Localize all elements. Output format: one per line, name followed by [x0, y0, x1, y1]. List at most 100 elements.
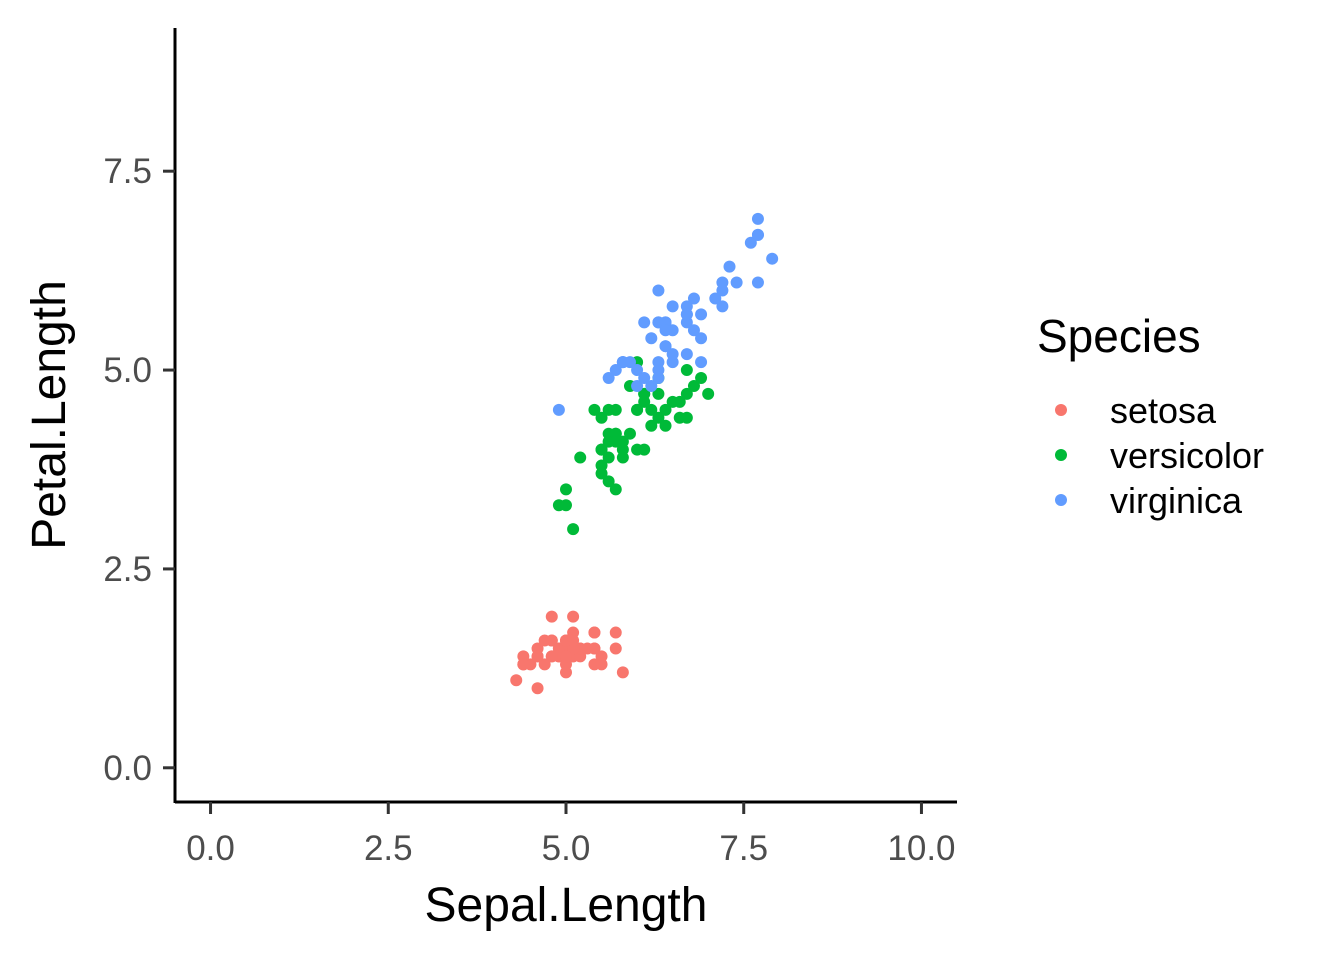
- point-virginica: [609, 364, 622, 377]
- point-setosa: [510, 674, 523, 687]
- legend-key-virginica: [1055, 494, 1067, 506]
- point-virginica: [602, 372, 615, 385]
- point-virginica: [638, 372, 651, 385]
- point-virginica: [695, 356, 708, 369]
- legend-key-versicolor: [1055, 449, 1067, 461]
- point-virginica: [751, 228, 764, 241]
- point-virginica: [680, 348, 693, 361]
- point-setosa: [538, 658, 551, 671]
- point-setosa: [567, 610, 580, 623]
- point-virginica: [631, 364, 644, 377]
- y-axis-title: Petal.Length: [23, 280, 76, 550]
- point-setosa: [517, 658, 530, 671]
- point-versicolor: [645, 403, 658, 416]
- point-versicolor: [638, 395, 651, 408]
- point-versicolor: [609, 483, 622, 496]
- legend-label-virginica: virginica: [1110, 480, 1243, 521]
- point-virginica: [631, 379, 644, 392]
- x-tick-label: 5.0: [542, 829, 591, 868]
- point-setosa: [567, 634, 580, 647]
- point-setosa: [531, 682, 544, 695]
- point-versicolor: [609, 435, 622, 448]
- y-tick-label: 2.5: [103, 550, 152, 589]
- point-virginica: [645, 332, 658, 345]
- point-virginica: [680, 308, 693, 321]
- point-virginica: [730, 276, 743, 289]
- point-versicolor: [588, 403, 601, 416]
- legend-key-setosa: [1055, 404, 1067, 416]
- point-virginica: [645, 379, 658, 392]
- point-versicolor: [638, 443, 651, 456]
- point-virginica: [652, 284, 665, 297]
- point-versicolor: [560, 499, 572, 512]
- point-versicolor: [602, 403, 615, 416]
- y-tick-label: 0.0: [103, 749, 152, 788]
- point-virginica: [666, 348, 679, 361]
- point-versicolor: [595, 411, 608, 424]
- points-layer: [510, 212, 779, 695]
- point-versicolor: [574, 451, 587, 464]
- point-virginica: [716, 300, 729, 313]
- point-virginica: [659, 324, 672, 337]
- point-versicolor: [645, 419, 658, 432]
- point-versicolor: [659, 419, 672, 432]
- y-tick-label: 5.0: [103, 351, 152, 390]
- point-setosa: [616, 666, 629, 679]
- point-versicolor: [567, 523, 580, 536]
- point-virginica: [695, 332, 708, 345]
- point-virginica: [751, 212, 764, 225]
- point-virginica: [766, 252, 779, 265]
- point-virginica: [687, 324, 700, 337]
- point-versicolor: [602, 475, 615, 488]
- point-setosa: [595, 658, 608, 671]
- point-versicolor: [595, 467, 608, 480]
- legend-title: Species: [1037, 310, 1201, 362]
- point-virginica: [652, 316, 665, 329]
- x-axis-ticks: 0.0 2.5 5.0 7.5 10.0: [186, 802, 956, 868]
- point-virginica: [687, 292, 700, 305]
- point-versicolor: [680, 387, 693, 400]
- point-setosa: [588, 626, 601, 639]
- point-virginica: [659, 340, 672, 353]
- point-virginica: [652, 364, 665, 377]
- point-setosa: [560, 650, 572, 663]
- point-virginica: [552, 403, 565, 416]
- point-virginica: [666, 300, 679, 313]
- point-versicolor: [673, 395, 686, 408]
- point-versicolor: [595, 443, 608, 456]
- x-tick-label: 0.0: [186, 829, 235, 868]
- point-setosa: [545, 610, 558, 623]
- point-setosa: [581, 642, 594, 655]
- point-virginica: [623, 356, 636, 369]
- point-virginica: [744, 236, 757, 249]
- point-virginica: [709, 292, 722, 305]
- point-virginica: [751, 276, 764, 289]
- point-setosa: [609, 626, 622, 639]
- point-versicolor: [652, 411, 665, 424]
- point-versicolor: [680, 364, 693, 377]
- x-tick-label: 10.0: [887, 829, 955, 868]
- point-versicolor: [602, 451, 615, 464]
- legend-label-setosa: setosa: [1110, 390, 1217, 431]
- point-setosa: [545, 634, 558, 647]
- x-axis-title: Sepal.Length: [425, 879, 708, 932]
- point-virginica: [638, 316, 651, 329]
- y-tick-label: 7.5: [103, 152, 152, 191]
- point-versicolor: [631, 403, 644, 416]
- legend-label-versicolor: versicolor: [1110, 435, 1264, 476]
- point-versicolor: [652, 387, 665, 400]
- point-versicolor: [695, 372, 708, 385]
- point-versicolor: [623, 427, 636, 440]
- x-tick-label: 2.5: [364, 829, 413, 868]
- point-virginica: [716, 284, 729, 297]
- y-axis-ticks: 0.0 2.5 5.0 7.5: [103, 152, 175, 788]
- x-tick-label: 7.5: [719, 829, 768, 868]
- point-setosa: [545, 650, 558, 663]
- point-setosa: [531, 650, 544, 663]
- point-versicolor: [560, 483, 572, 496]
- point-versicolor: [687, 379, 700, 392]
- point-versicolor: [659, 403, 672, 416]
